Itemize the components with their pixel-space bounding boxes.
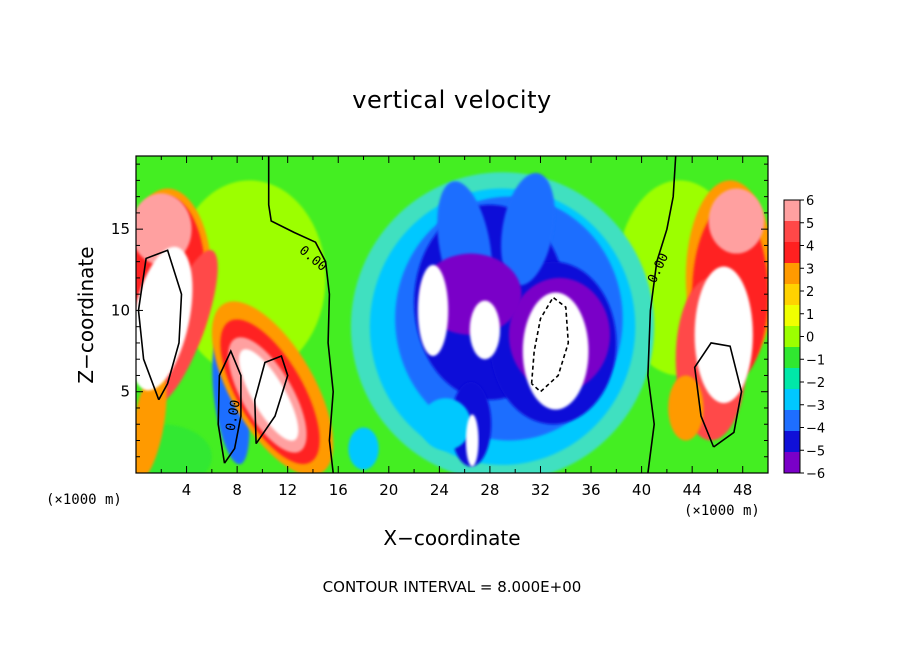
x-tick-label: 12 xyxy=(278,481,297,499)
colorbar-swatch xyxy=(784,410,800,432)
colorbar-swatch xyxy=(784,263,800,285)
negative-contour xyxy=(530,296,570,393)
colorbar-swatch xyxy=(784,347,800,369)
colorbar-swatch xyxy=(784,305,800,327)
y-tick-label: 15 xyxy=(111,220,130,238)
colorbar: 6 5 4 3 2 1 0 −1 −2 −3 −4 −5 −6 xyxy=(783,194,825,482)
field-blob xyxy=(501,172,555,286)
field-blob xyxy=(708,188,765,254)
x-axis-label: X−coordinate xyxy=(383,526,521,550)
x-tick-label: 8 xyxy=(232,481,242,499)
field-core xyxy=(239,349,299,441)
colorbar-tick-label: −6 xyxy=(806,467,825,482)
x-tick-label: 16 xyxy=(329,481,348,499)
x-tick-label: 4 xyxy=(182,481,192,499)
field-core xyxy=(136,246,193,391)
plot-frame xyxy=(135,155,769,474)
colorbar-swatch xyxy=(784,221,800,243)
field-core xyxy=(465,414,479,467)
colorbar-swatch xyxy=(784,326,800,348)
field-blob xyxy=(420,398,471,451)
x-tick-label: 48 xyxy=(733,481,752,499)
colorbar-tick-label: 0 xyxy=(806,331,814,346)
colorbar-tick-label: −1 xyxy=(806,353,825,368)
x-tick-label: 32 xyxy=(531,481,550,499)
colorbar-tick-label: −3 xyxy=(806,399,825,414)
colorbar-tick-label: 2 xyxy=(806,285,814,300)
colorbar-tick-label: −5 xyxy=(806,444,825,459)
x-tick-label: 20 xyxy=(379,481,398,499)
colorbar-swatch xyxy=(784,242,800,264)
colorbar-tick-label: 3 xyxy=(806,262,814,277)
velocity-field xyxy=(136,156,768,473)
x-tick-label: 24 xyxy=(430,481,449,499)
field-blob xyxy=(348,427,379,470)
colorbar-swatch xyxy=(784,368,800,390)
colorbar-tick-label: 6 xyxy=(806,194,814,209)
colorbar-tick-label: 5 xyxy=(806,217,814,232)
field-core xyxy=(469,300,501,360)
colorbar-tick-label: 1 xyxy=(806,308,814,323)
field-core xyxy=(417,264,449,356)
field-blob xyxy=(136,193,192,265)
field-core xyxy=(694,266,753,404)
colorbar-tick-label: −4 xyxy=(806,422,825,437)
zero-contour-left xyxy=(267,156,335,473)
colorbar-swatch xyxy=(784,431,800,453)
colorbar-tick-label: −2 xyxy=(806,376,825,391)
colorbar-swatch xyxy=(784,389,800,411)
x-tick-label: 28 xyxy=(480,481,499,499)
contour-interval-note: CONTOUR INTERVAL = 8.000E+00 xyxy=(322,578,582,596)
field-core xyxy=(522,292,589,410)
core-contour-right xyxy=(693,342,743,448)
zero-contour-right xyxy=(647,156,677,473)
x-tick-label: 40 xyxy=(632,481,651,499)
colorbar-swatch xyxy=(784,452,800,474)
zero-contour-small xyxy=(217,349,242,464)
contour-label: 0.00 xyxy=(224,399,244,432)
colorbar-swatch xyxy=(784,284,800,306)
core-contour-mid xyxy=(253,354,289,445)
core-contour-left xyxy=(137,249,183,401)
x-unit-label-left: (×1000 m) xyxy=(46,492,122,508)
field-blob xyxy=(668,375,704,441)
colorbar-tick-label: 4 xyxy=(806,240,814,255)
y-tick-label: 5 xyxy=(120,383,130,401)
y-tick-label: 10 xyxy=(111,301,130,319)
x-tick-label: 44 xyxy=(683,481,702,499)
colorbar-swatch xyxy=(784,200,800,222)
x-unit-label-right: (×1000 m) xyxy=(684,503,760,519)
x-tick-label: 36 xyxy=(581,481,600,499)
chart-title: vertical velocity xyxy=(352,86,552,114)
